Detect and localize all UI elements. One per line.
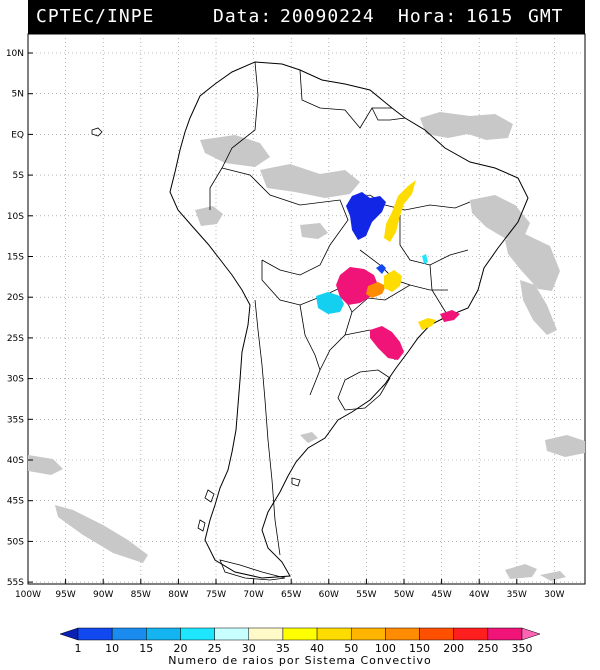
colorbar-segment [419,627,454,641]
time-zone: GMT [528,6,564,27]
colorbar: 1 10 15 20 25 30 35 40 50 100 150 200 250 350 [59,627,541,655]
lat-label: 50S [7,537,24,547]
lon-label: 35W [507,590,527,600]
lon-label: 40W [469,590,489,600]
system-yellow-coast [418,318,436,330]
lon-label: 70W [243,590,263,600]
colorbar-arrow-left [59,627,79,641]
lat-label: 15S [7,253,24,263]
lon-label: 50W [394,590,414,600]
colorbar-label: 35 [276,642,290,655]
lat-label: 10N [6,49,24,59]
source-label: CPTEC/INPE [36,6,155,27]
colorbar-segment [487,627,523,641]
galapagos [91,127,103,137]
colorbar-label: 25 [208,642,222,655]
colorbar-caption: Numero de raios por Sistema Convectivo [168,654,432,667]
lon-label: 80W [168,590,188,600]
lat-label: 35S [7,415,24,425]
lon-label: 75W [206,590,226,600]
lon-label: 100W [15,590,41,600]
colorbar-segment [248,627,284,641]
lat-label: EQ [11,130,24,140]
lat-label: 5N [12,90,24,100]
system-yellow-north [384,180,416,242]
lon-label: 55W [356,590,376,600]
colorbar-segment [214,627,250,641]
colorbar-label: 10 [105,642,119,655]
lon-label: 30W [544,590,564,600]
colorbar-segment [316,627,352,641]
colorbar-label: 30 [242,642,256,655]
colorbar-label: 40 [310,642,324,655]
colorbar-segment [385,627,420,641]
lon-label: 90W [93,590,113,600]
date-value: 20090224 [280,6,375,27]
lat-label: 30S [7,375,24,385]
colorbar-segment [180,627,215,641]
longitude-labels: 100W 95W 90W 85W 80W 75W 70W 65W 60W 55W 50W 45W 40W… [15,579,565,600]
colorbar-label: 1 [75,642,82,655]
system-orange [366,282,386,298]
colorbar-label: 15 [139,642,153,655]
lon-label: 95W [55,590,75,600]
colorbar-label: 200 [443,642,464,655]
convective-systems [316,180,460,360]
colorbar-label: 250 [477,642,498,655]
lat-label: 45S [7,497,24,507]
colorbar-label: 150 [409,642,430,655]
colorbar-segment [111,627,147,641]
lat-label: 40S [7,456,24,466]
lat-label: 55S [7,578,24,588]
system-cyan-small [422,254,428,264]
system-blue-small [376,264,386,274]
lat-label: 5S [13,171,25,181]
lat-label: 20S [7,293,24,303]
lon-label: 85W [131,590,151,600]
time-value: 1615 [466,6,514,27]
colorbar-arrow-right [521,627,541,641]
system-blue [346,192,386,240]
colorbar-segment [350,627,386,641]
colorbar-segment [77,627,113,641]
south-america-outline [169,61,529,579]
colorbar-segment [282,627,318,641]
latitude-labels: 10N 5N EQ 5S 10S 15S 20S 25S 30S 35S 40S 45S 50S 55S [6,49,33,588]
lat-label: 10S [7,212,24,222]
colorbar-label: 50 [344,642,358,655]
colorbar-label: 350 [512,642,533,655]
cloud-cover [28,112,585,581]
colorbar-segment [146,627,181,641]
system-red-coast [440,310,460,322]
lat-label: 25S [7,334,24,344]
graticule [28,34,585,584]
tierra-del-fuego [197,477,301,581]
date-label: Data: [213,6,273,27]
lon-label: 45W [431,590,451,600]
system-magenta-center [336,267,378,305]
time-label: Hora: [398,6,458,27]
colorbar-segment [453,627,489,641]
system-yellow-center [384,270,402,292]
system-cyan [316,292,344,314]
system-pink-south [370,326,404,360]
colorbar-label: 20 [173,642,187,655]
colorbar-label: 100 [375,642,396,655]
map-frame [27,33,586,585]
lon-label: 65W [281,590,301,600]
map-header: CPTEC/INPE Data: 20090224 Hora: 1615 GMT [28,0,585,34]
lon-label: 60W [319,590,339,600]
